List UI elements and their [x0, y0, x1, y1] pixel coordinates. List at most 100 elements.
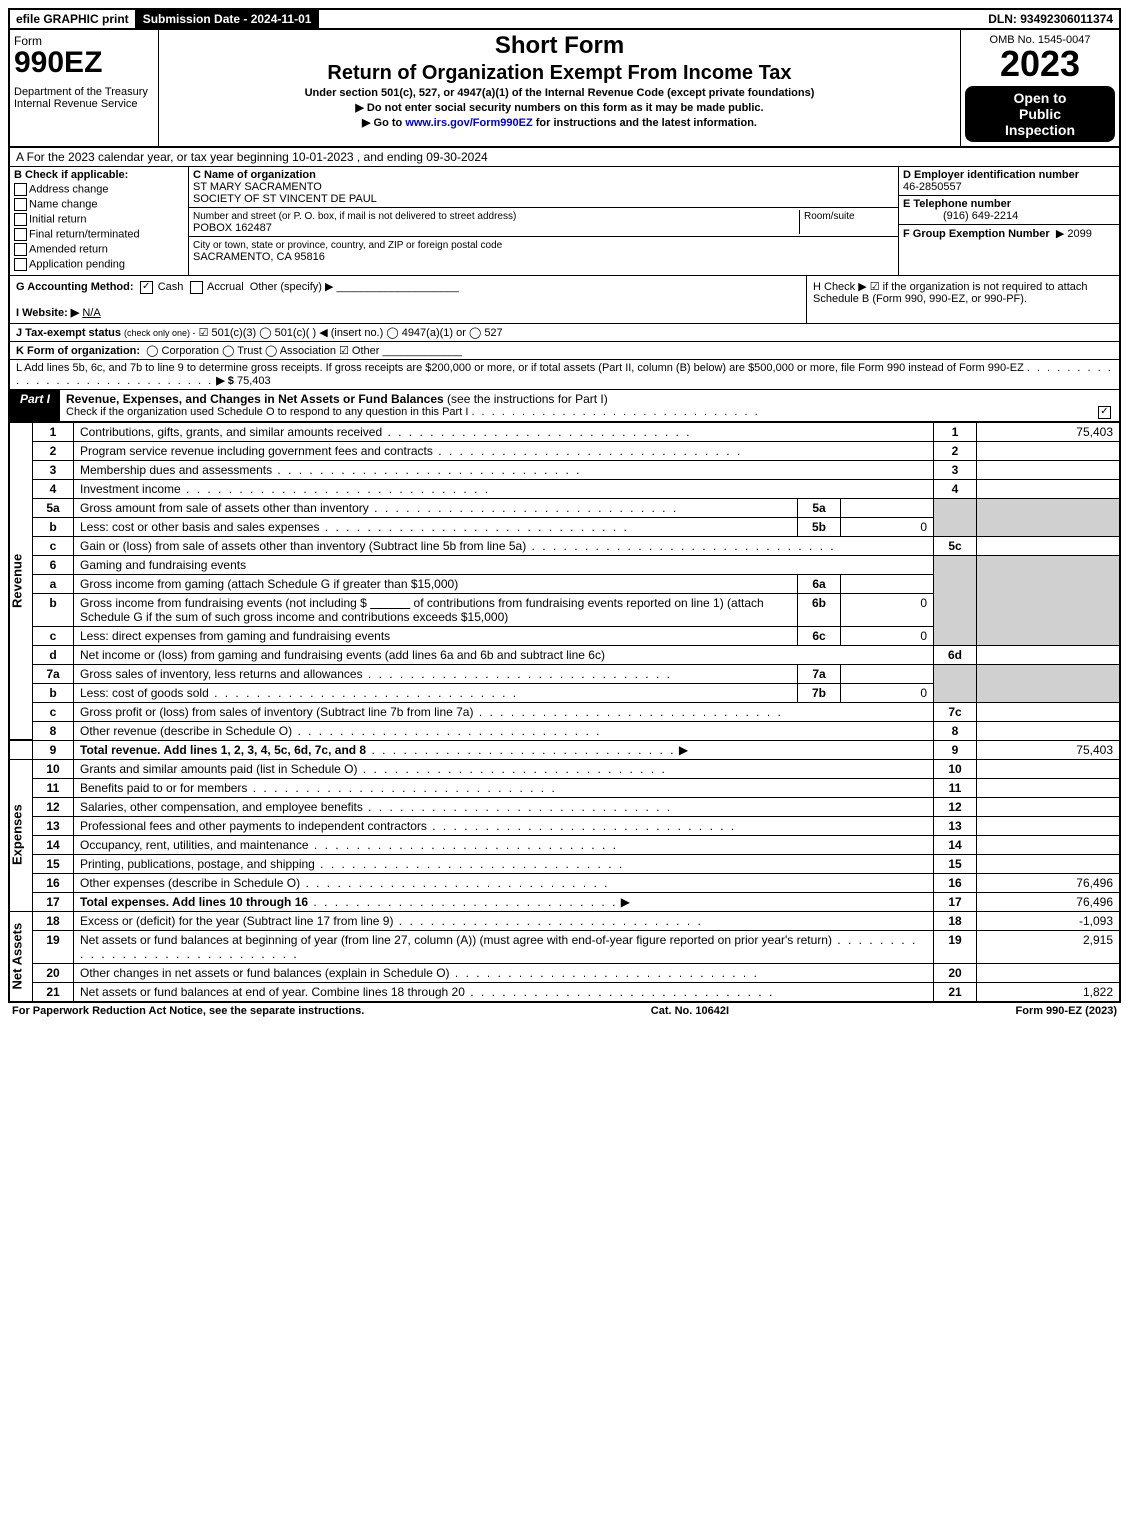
l6-n: 6	[33, 555, 74, 574]
footer: For Paperwork Reduction Act Notice, see …	[8, 1003, 1121, 1019]
website: N/A	[82, 307, 100, 319]
chk-final-return[interactable]: Final return/terminated	[14, 228, 184, 241]
chk-amended[interactable]: Amended return	[14, 243, 184, 256]
l18-amt: -1,093	[977, 911, 1121, 930]
l8-n: 8	[33, 721, 74, 740]
efile-print[interactable]: efile GRAPHIC print	[10, 10, 137, 28]
row-gh: G Accounting Method: ✓ Cash Accrual Othe…	[8, 276, 1121, 324]
l19-amt: 2,915	[977, 930, 1121, 963]
l10-n: 10	[33, 759, 74, 778]
l19-desc: Net assets or fund balances at beginning…	[80, 933, 832, 947]
col-c: C Name of organization ST MARY SACRAMENT…	[189, 167, 899, 275]
line-l: L Add lines 5b, 6c, and 7b to line 9 to …	[8, 360, 1121, 390]
open3: Inspection	[973, 122, 1107, 138]
instr-goto: ▶ Go to www.irs.gov/Form990EZ for instru…	[167, 116, 952, 129]
l14-amt	[977, 835, 1121, 854]
l18-n: 18	[33, 911, 74, 930]
chk-name-change[interactable]: Name change	[14, 198, 184, 211]
l1-desc: Contributions, gifts, grants, and simila…	[80, 425, 382, 439]
l20-n: 20	[33, 963, 74, 982]
l-value: 75,403	[237, 375, 271, 387]
l6d-key: 6d	[934, 645, 977, 664]
irs-link[interactable]: www.irs.gov/Form990EZ	[405, 117, 532, 129]
line-h: H Check ▶ ☑ if the organization is not r…	[807, 276, 1119, 323]
l14-key: 14	[934, 835, 977, 854]
l6c-n: c	[33, 626, 74, 645]
line-g: G Accounting Method: ✓ Cash Accrual Othe…	[10, 276, 807, 323]
phone: (916) 649-2214	[903, 210, 1018, 222]
l17-desc: Total expenses. Add lines 10 through 16	[80, 895, 308, 909]
l10-desc: Grants and similar amounts paid (list in…	[80, 762, 357, 776]
l1-n: 1	[33, 422, 74, 441]
l3-amt	[977, 460, 1121, 479]
instr-goto-pre: ▶ Go to	[362, 117, 405, 129]
l16-amt: 76,496	[977, 873, 1121, 892]
l15-n: 15	[33, 854, 74, 873]
d-label: D Employer identification number	[903, 169, 1079, 181]
l6a-sub: 6a	[798, 574, 841, 593]
open1: Open to	[973, 90, 1107, 106]
chk-address-change[interactable]: Address change	[14, 183, 184, 196]
l5c-desc: Gain or (loss) from sale of assets other…	[80, 539, 526, 553]
chk-app-pending[interactable]: Application pending	[14, 258, 184, 271]
chk-initial-return[interactable]: Initial return	[14, 213, 184, 226]
col-b: B Check if applicable: Address change Na…	[10, 167, 189, 275]
l13-amt	[977, 816, 1121, 835]
chk-schedule-o[interactable]: ✓	[1098, 406, 1111, 419]
org-name-1: ST MARY SACRAMENTO	[193, 181, 322, 193]
l6b-n: b	[33, 593, 74, 626]
footer-right: Form 990-EZ (2023)	[1016, 1005, 1117, 1017]
dln: DLN: 93492306011374	[982, 10, 1119, 28]
l1-amt: 75,403	[977, 422, 1121, 441]
j-label: J Tax-exempt status	[16, 327, 121, 339]
l8-key: 8	[934, 721, 977, 740]
city: SACRAMENTO, CA 95816	[193, 251, 325, 263]
l20-desc: Other changes in net assets or fund bala…	[80, 966, 450, 980]
l18-key: 18	[934, 911, 977, 930]
line-j: J Tax-exempt status (check only one) - ☑…	[8, 324, 1121, 342]
top-bar: efile GRAPHIC print Submission Date - 20…	[8, 8, 1121, 30]
chk-cash[interactable]: ✓	[140, 281, 153, 294]
l8-desc: Other revenue (describe in Schedule O)	[80, 724, 292, 738]
l20-amt	[977, 963, 1121, 982]
form-header: Form 990EZ Department of the Treasury In…	[8, 30, 1121, 148]
header-right: OMB No. 1545-0047 2023 Open to Public In…	[961, 30, 1119, 146]
l8-amt	[977, 721, 1121, 740]
l6a-val	[841, 574, 934, 593]
l6a-n: a	[33, 574, 74, 593]
k-label: K Form of organization:	[16, 345, 140, 357]
l21-n: 21	[33, 982, 74, 1002]
l16-desc: Other expenses (describe in Schedule O)	[80, 876, 300, 890]
submission-date: Submission Date - 2024-11-01	[137, 10, 320, 28]
footer-left: For Paperwork Reduction Act Notice, see …	[12, 1005, 364, 1017]
c-label: C Name of organization	[193, 169, 316, 181]
tax-year: 2023	[965, 46, 1115, 82]
line-a: A For the 2023 calendar year, or tax yea…	[8, 148, 1121, 167]
l17-key: 17	[934, 892, 977, 911]
l2-amt	[977, 441, 1121, 460]
l6b-val: 0	[841, 593, 934, 626]
l21-key: 21	[934, 982, 977, 1002]
header-center: Short Form Return of Organization Exempt…	[159, 30, 961, 146]
line-k: K Form of organization: ◯ Corporation ◯ …	[8, 342, 1121, 360]
j-sub: (check only one) -	[124, 328, 196, 338]
l16-n: 16	[33, 873, 74, 892]
e-label: E Telephone number	[903, 198, 1011, 210]
l7a-desc: Gross sales of inventory, less returns a…	[80, 667, 363, 681]
l17-n: 17	[33, 892, 74, 911]
l9-key: 9	[934, 740, 977, 759]
chk-accrual[interactable]	[190, 281, 203, 294]
l15-key: 15	[934, 854, 977, 873]
l2-n: 2	[33, 441, 74, 460]
org-name-2: SOCIETY OF ST VINCENT DE PAUL	[193, 193, 377, 205]
l6b-desc: Gross income from fundraising events (no…	[74, 593, 798, 626]
l-text: L Add lines 5b, 6c, and 7b to line 9 to …	[16, 362, 1024, 374]
l7b-desc: Less: cost of goods sold	[80, 686, 209, 700]
expenses-heading: Expenses	[9, 759, 33, 911]
g-label: G Accounting Method:	[16, 281, 134, 293]
city-label: City or town, state or province, country…	[193, 240, 502, 251]
l4-desc: Investment income	[80, 482, 181, 496]
l1-key: 1	[934, 422, 977, 441]
header-left: Form 990EZ Department of the Treasury In…	[10, 30, 159, 146]
l7b-val: 0	[841, 683, 934, 702]
